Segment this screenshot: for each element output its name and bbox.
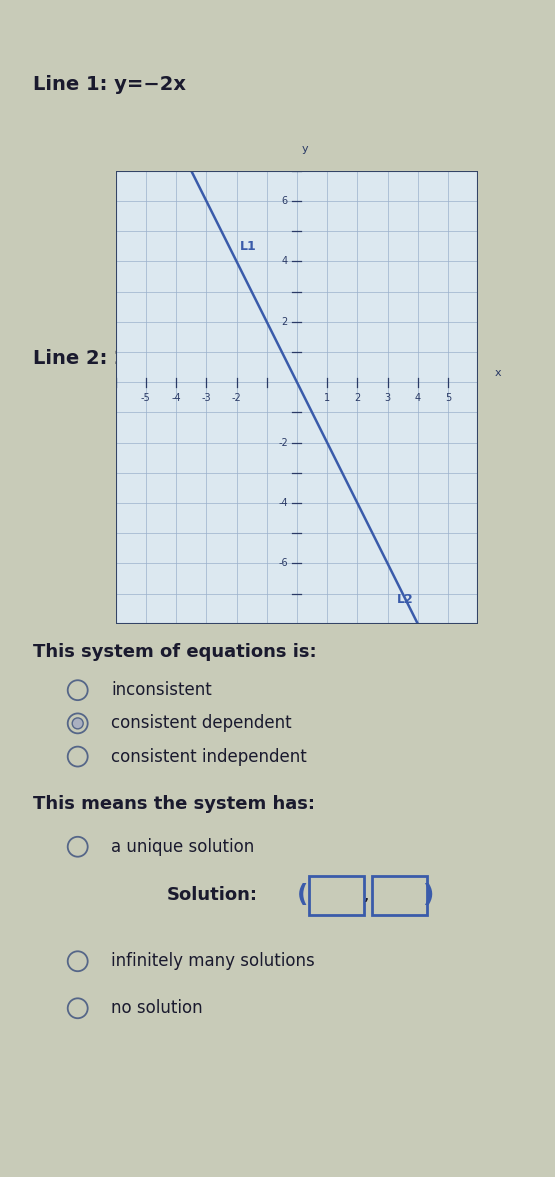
Text: a unique solution: a unique solution [111,838,254,856]
Text: This system of equations is:: This system of equations is: [33,643,317,661]
FancyBboxPatch shape [372,876,427,916]
Text: -2: -2 [278,438,288,447]
Text: 5: 5 [445,393,451,403]
FancyBboxPatch shape [309,876,364,916]
Text: consistent independent: consistent independent [111,747,307,765]
Text: 3: 3 [385,393,391,403]
Text: -5: -5 [141,393,151,403]
Text: -6: -6 [278,558,288,568]
Text: 6: 6 [282,195,288,206]
Text: -2: -2 [231,393,241,403]
Text: Line 1: y=−2x: Line 1: y=−2x [33,75,186,94]
Text: Line 2: 2x+y=0: Line 2: 2x+y=0 [33,350,200,368]
Text: 4: 4 [282,257,288,266]
Text: 1: 1 [324,393,330,403]
Text: -4: -4 [171,393,181,403]
Circle shape [72,718,83,729]
Text: x: x [495,367,501,378]
Text: inconsistent: inconsistent [111,681,212,699]
Text: 2: 2 [281,317,288,327]
Text: 2: 2 [354,393,360,403]
Text: Solution:: Solution: [166,886,258,904]
Text: -4: -4 [278,498,288,508]
Text: no solution: no solution [111,999,203,1017]
Text: (: ( [297,883,308,906]
Text: 4: 4 [415,393,421,403]
Text: infinitely many solutions: infinitely many solutions [111,952,315,970]
Text: ,: , [364,886,369,904]
Text: This means the system has:: This means the system has: [33,796,315,813]
Text: ): ) [423,883,435,906]
Text: consistent dependent: consistent dependent [111,714,291,732]
Text: L1: L1 [240,240,256,253]
Text: L2: L2 [397,593,413,606]
Text: -3: -3 [201,393,211,403]
Text: y: y [301,144,308,154]
